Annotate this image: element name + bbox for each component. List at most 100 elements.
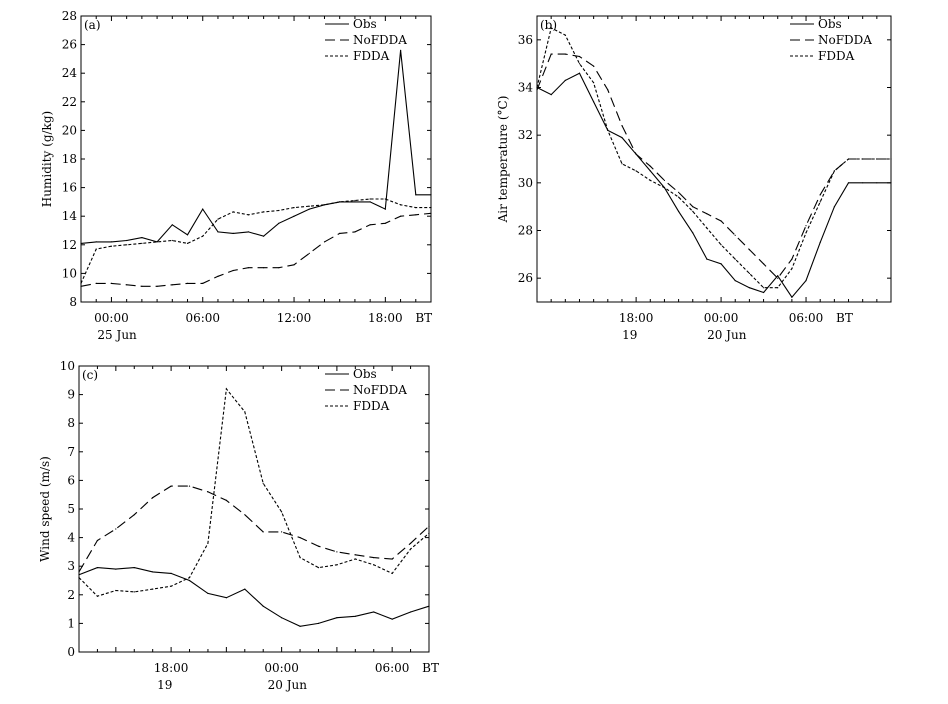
data-point-fdda xyxy=(706,227,708,229)
data-point-nofdda xyxy=(299,537,301,539)
data-point-fdda xyxy=(734,258,736,260)
data-point-nofdda xyxy=(171,284,173,286)
data-point-fdda xyxy=(247,214,249,216)
series-line-fdda xyxy=(536,27,891,289)
data-point-fdda xyxy=(186,242,189,244)
data-point-obs xyxy=(281,617,283,619)
data-point-obs xyxy=(96,567,98,569)
data-point-obs xyxy=(430,194,432,196)
data-point-fdda xyxy=(635,170,637,172)
data-point-obs xyxy=(186,234,189,236)
data-point-fdda xyxy=(862,158,864,160)
data-point-fdda xyxy=(410,548,412,550)
data-point-obs xyxy=(232,232,234,234)
data-point-obs xyxy=(262,605,264,607)
y-tick-label: 8 xyxy=(69,295,77,309)
y-tick-label: 16 xyxy=(62,181,77,195)
data-point-fdda xyxy=(847,158,850,160)
data-point-obs xyxy=(115,568,117,570)
y-tick-label: 4 xyxy=(67,531,75,545)
data-point-fdda xyxy=(126,244,128,246)
data-point-nofdda xyxy=(278,267,280,269)
data-point-nofdda xyxy=(110,282,112,284)
data-point-fdda xyxy=(621,163,623,165)
data-point-fdda xyxy=(308,205,310,207)
series-line-fdda xyxy=(80,198,431,284)
data-point-nofdda xyxy=(156,285,158,287)
data-point-fdda xyxy=(207,542,209,544)
data-point-obs xyxy=(263,235,265,237)
data-point-nofdda xyxy=(308,252,310,254)
y-tick-label: 5 xyxy=(67,502,75,516)
legend-label-fdda: FDDA xyxy=(353,399,390,413)
data-point-fdda xyxy=(115,589,117,592)
data-point-nofdda xyxy=(791,258,793,260)
x-tick-label: 00:00 xyxy=(264,661,299,675)
data-point-obs xyxy=(410,611,412,613)
series-line-obs xyxy=(536,72,891,299)
data-point-nofdda xyxy=(706,213,708,215)
data-point-nofdda xyxy=(564,53,566,55)
data-point-obs xyxy=(748,287,751,289)
data-point-nofdda xyxy=(95,282,97,284)
data-point-fdda xyxy=(415,207,417,209)
data-point-nofdda xyxy=(96,539,98,542)
data-point-obs xyxy=(188,579,191,582)
data-point-fdda xyxy=(293,207,295,209)
data-point-fdda xyxy=(564,34,566,36)
legend-label-nofdda: NoFDDA xyxy=(353,383,407,397)
data-point-obs xyxy=(564,79,566,81)
panel-label: (c) xyxy=(82,368,98,382)
x-date-label: 25 Jun xyxy=(97,328,137,342)
data-point-nofdda xyxy=(819,194,821,196)
x-unit-label: BT xyxy=(415,311,432,325)
data-point-nofdda xyxy=(188,485,191,487)
y-tick-label: 0 xyxy=(67,645,75,659)
y-tick-label: 18 xyxy=(62,152,77,166)
data-point-fdda xyxy=(777,287,779,289)
data-point-fdda xyxy=(354,199,356,202)
data-point-obs xyxy=(171,224,173,226)
x-unit-label: BT xyxy=(836,311,853,325)
data-point-obs xyxy=(706,258,708,260)
data-point-nofdda xyxy=(126,284,128,286)
data-point-fdda xyxy=(323,204,326,206)
data-point-obs xyxy=(80,242,82,244)
data-point-fdda xyxy=(805,232,807,234)
data-point-obs xyxy=(550,94,552,96)
data-point-obs xyxy=(217,231,219,233)
y-tick-label: 22 xyxy=(62,95,77,109)
data-point-fdda xyxy=(890,158,892,160)
data-point-obs xyxy=(678,210,680,212)
series-line-nofdda xyxy=(80,212,432,287)
x-tick-label: 18:00 xyxy=(154,661,189,675)
data-point-obs xyxy=(649,170,651,172)
data-point-fdda xyxy=(678,196,680,198)
data-point-fdda xyxy=(232,211,234,213)
data-point-fdda xyxy=(550,27,552,29)
legend-label-fdda: FDDA xyxy=(353,49,390,63)
data-point-obs xyxy=(354,615,356,617)
data-point-obs xyxy=(170,572,172,575)
y-tick-label: 26 xyxy=(518,271,533,285)
y-axis-label: Humidity (g/kg) xyxy=(40,111,54,207)
y-tick-label: 9 xyxy=(67,388,75,402)
legend-label-obs: Obs xyxy=(353,367,377,381)
y-tick-label: 32 xyxy=(518,128,533,142)
x-tick-label: 12:00 xyxy=(277,311,312,325)
data-point-obs xyxy=(225,597,227,599)
data-point-obs xyxy=(791,296,793,298)
data-point-obs xyxy=(247,231,249,233)
data-point-obs xyxy=(384,208,386,210)
y-tick-label: 12 xyxy=(62,238,77,252)
data-point-fdda xyxy=(141,242,143,244)
data-point-obs xyxy=(777,275,779,277)
data-point-nofdda xyxy=(384,222,386,224)
data-point-fdda xyxy=(152,588,154,590)
data-point-nofdda xyxy=(536,89,538,91)
data-point-obs xyxy=(336,617,338,619)
data-point-nofdda xyxy=(607,89,609,91)
y-tick-label: 3 xyxy=(67,559,75,573)
data-point-fdda xyxy=(876,158,878,160)
data-point-obs xyxy=(621,137,623,139)
